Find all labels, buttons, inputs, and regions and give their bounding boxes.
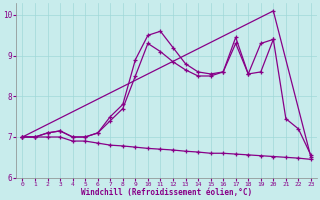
X-axis label: Windchill (Refroidissement éolien,°C): Windchill (Refroidissement éolien,°C) [81,188,252,197]
